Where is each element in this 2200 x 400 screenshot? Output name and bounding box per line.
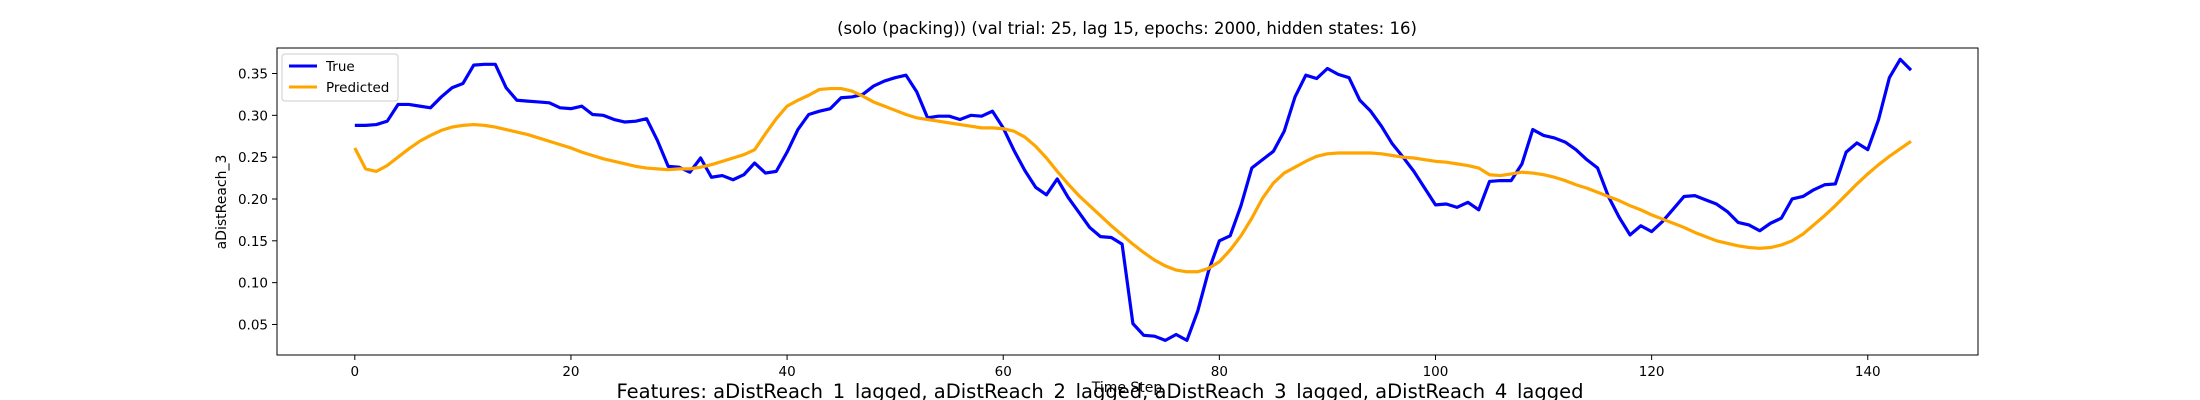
chart-title: (solo (packing)) (val trial: 25, lag 15,… bbox=[837, 19, 1417, 38]
y-tick-label: 0.30 bbox=[238, 108, 268, 124]
x-tick-label: 120 bbox=[1639, 364, 1665, 380]
true-series-line bbox=[354, 57, 1913, 342]
x-tick-label: 100 bbox=[1423, 364, 1449, 380]
legend: True Predicted bbox=[281, 53, 399, 102]
x-tick-label: 0 bbox=[351, 364, 360, 380]
features-footer: Features: aDistReach_1_lagged, aDistReac… bbox=[617, 380, 1584, 400]
predicted-series-line bbox=[353, 86, 1912, 274]
y-tick-label: 0.20 bbox=[238, 192, 268, 208]
y-tick-label: 0.25 bbox=[238, 150, 268, 166]
legend-predicted-label: Predicted bbox=[326, 80, 389, 96]
y-tick-label: 0.10 bbox=[238, 276, 268, 292]
axes-frame bbox=[276, 47, 1979, 356]
x-tick-label: 80 bbox=[1211, 364, 1228, 380]
y-axis-ticks: 0.05 0.10 0.15 0.20 0.25 0.30 0.35 bbox=[238, 67, 277, 333]
y-tick-label: 0.35 bbox=[238, 67, 268, 83]
x-axis-ticks: 0 20 40 60 80 100 120 140 bbox=[351, 355, 1881, 380]
x-tick-label: 40 bbox=[778, 364, 795, 380]
x-tick-label: 140 bbox=[1855, 364, 1881, 380]
x-tick-label: 20 bbox=[562, 364, 579, 380]
y-tick-label: 0.15 bbox=[238, 234, 268, 250]
y-axis-label: aDistReach_3 bbox=[214, 155, 230, 250]
x-axis-label: Time Step bbox=[1091, 380, 1163, 396]
legend-true-label: True bbox=[325, 59, 355, 75]
y-tick-label: 0.05 bbox=[238, 317, 268, 333]
plot-area bbox=[353, 57, 1913, 342]
x-tick-label: 60 bbox=[995, 364, 1012, 380]
